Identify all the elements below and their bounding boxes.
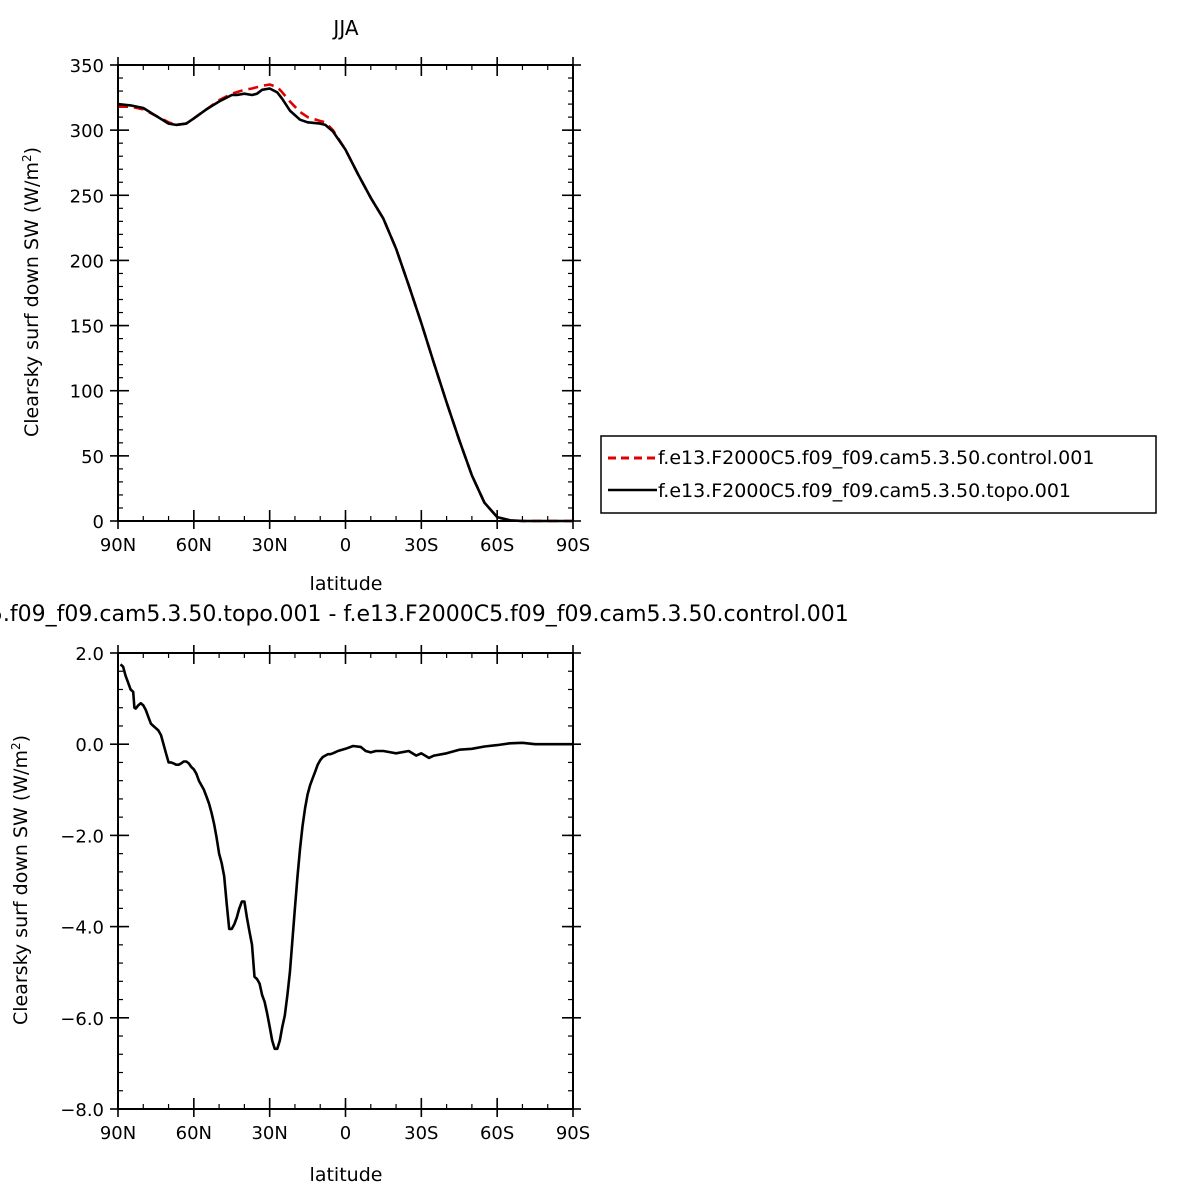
x-tick-label: 60N xyxy=(176,535,212,556)
bottom-chart-plot-area: 90N 60N 30N 0 30S 60S 90S 2.0 0.0 −2.0 −4.0 −6.0 −8.… xyxy=(60,644,590,1144)
x-tick-label: 30S xyxy=(404,1123,438,1144)
x-tick-label: 60N xyxy=(176,1123,212,1144)
series-line-0 xyxy=(119,663,573,1051)
top-chart: JJA 90N 60N 30N 0 30S 60S 90S 0 50 100 150 200 250 30… xyxy=(20,16,1157,595)
y-tick-label: 250 xyxy=(70,186,104,207)
bottom-chart-title: f.e13.F2000C5.f09_f09.cam5.3.50.topo.001… xyxy=(0,602,849,627)
y-tick-label: 2.0 xyxy=(75,644,104,665)
top-chart-x-axis-label: latitude xyxy=(310,573,383,595)
y-tick-label: −6.0 xyxy=(60,1009,104,1030)
x-tick-label: 90S xyxy=(556,1123,590,1144)
top-chart-y-axis-label: Clearsky surf down SW (W/m2) xyxy=(20,147,43,437)
y-tick-label: 150 xyxy=(70,317,104,338)
legend-entry-control: f.e13.F2000C5.f09_f09.cam5.3.50.control.… xyxy=(658,447,1094,469)
y-tick-label: 350 xyxy=(70,56,104,77)
top-chart-title: JJA xyxy=(331,16,358,40)
x-tick-label: 30N xyxy=(251,1123,287,1144)
bottom-chart-x-axis-label: latitude xyxy=(310,1164,383,1186)
y-tick-label: 300 xyxy=(70,121,104,142)
x-tick-label: 90N xyxy=(100,1123,136,1144)
y-tick-label: −8.0 xyxy=(60,1100,104,1121)
y-tick-label: 100 xyxy=(70,382,104,403)
x-tick-label: 60S xyxy=(480,535,514,556)
y-tick-label: 0.0 xyxy=(75,735,104,756)
top-chart-legend: f.e13.F2000C5.f09_f09.cam5.3.50.control.… xyxy=(600,435,1157,514)
bottom-chart-y-axis-label: Clearsky surf down SW (W/m2) xyxy=(9,735,32,1025)
y-tick-label: 0 xyxy=(93,512,104,533)
y-tick-label: −4.0 xyxy=(60,918,104,939)
x-tick-label: 30S xyxy=(404,535,438,556)
series-line-0 xyxy=(118,83,573,523)
y-tick-label: 200 xyxy=(70,251,104,272)
x-tick-label: 0 xyxy=(340,1123,351,1144)
top-chart-plot-area: 90N 60N 30N 0 30S 60S 90S 0 50 100 150 200 250 300 350 xyxy=(70,56,591,556)
plot-frame xyxy=(117,64,574,522)
x-tick-label: 0 xyxy=(340,535,351,556)
x-tick-label: 90N xyxy=(100,535,136,556)
legend-box xyxy=(600,435,1157,514)
x-tick-label: 60S xyxy=(480,1123,514,1144)
y-tick-label: −2.0 xyxy=(60,826,104,847)
x-tick-label: 90S xyxy=(556,535,590,556)
bottom-chart: f.e13.F2000C5.f09_f09.cam5.3.50.topo.001… xyxy=(0,602,849,1186)
series-line-1 xyxy=(117,87,573,523)
y-tick-label: 50 xyxy=(81,447,104,468)
x-tick-label: 30N xyxy=(251,535,287,556)
plot-frame xyxy=(117,652,574,1110)
legend-entry-topo: f.e13.F2000C5.f09_f09.cam5.3.50.topo.001 xyxy=(658,480,1071,502)
